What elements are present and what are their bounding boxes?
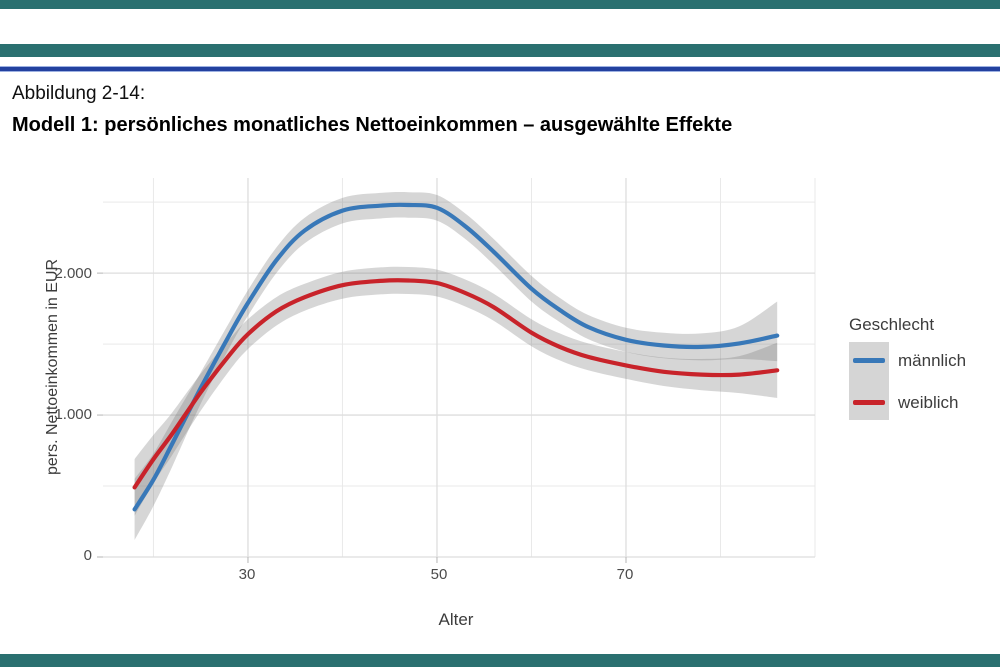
legend-key-background [849,342,889,420]
figure-title: Modell 1: persönliches monatliches Netto… [12,114,733,136]
x-tick-label-70: 70 [616,566,634,583]
legend-key-line-female [853,400,885,405]
x-tick-label-30: 30 [238,566,256,583]
legend-label-female: weiblich [898,393,959,412]
y-tick-label-2000: 2.000 [54,265,92,282]
teal-accent-bar-top [0,0,1000,9]
header-rule [0,66,1000,72]
legend-key-line-male [853,358,885,363]
legend-label-male: männlich [898,351,967,370]
y-tick-label-1000: 1.000 [54,406,92,423]
teal-accent-bar-middle [0,44,1000,57]
figure-label: Abbildung 2-14: [12,83,146,104]
y-axis-title: pers. Nettoeinkommen in EUR [44,258,61,476]
x-axis-title: Alter [438,610,474,629]
x-tick-label-50: 50 [430,566,448,583]
teal-accent-bar-bottom [0,654,1000,667]
legend-title: Geschlecht [849,315,935,334]
y-tick-label-0: 0 [83,547,92,564]
